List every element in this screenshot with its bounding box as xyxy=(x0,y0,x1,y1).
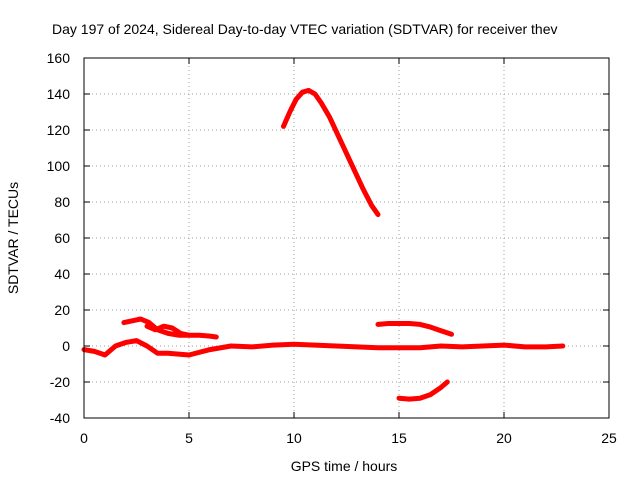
y-tick-label: 120 xyxy=(47,122,71,138)
x-axis-title: GPS time / hours xyxy=(291,458,398,474)
grid-layer xyxy=(84,58,609,418)
series-line-evening-lower xyxy=(396,379,450,402)
y-tick-label: 40 xyxy=(54,266,70,282)
y-tick-label: -40 xyxy=(50,410,70,426)
series-line-morning-upper xyxy=(121,316,219,340)
series-line-noon-arc xyxy=(281,87,381,218)
series-line-baseline xyxy=(81,338,566,358)
y-tick-label: 160 xyxy=(47,50,71,66)
x-tick-label: 25 xyxy=(601,430,617,446)
x-tick-label: 5 xyxy=(185,430,193,446)
y-tick-label: 20 xyxy=(54,302,70,318)
x-tick-label: 10 xyxy=(286,430,302,446)
y-tick-label: 80 xyxy=(54,194,70,210)
chart-title: Day 197 of 2024, Sidereal Day-to-day VTE… xyxy=(52,21,558,37)
y-tick-label: -20 xyxy=(50,374,70,390)
x-tick-label: 0 xyxy=(80,430,88,446)
series-line-evening-upper xyxy=(375,321,454,337)
y-tick-label: 60 xyxy=(54,230,70,246)
series-layer xyxy=(81,87,566,402)
y-tick-label: 140 xyxy=(47,86,71,102)
x-tick-label: 20 xyxy=(496,430,512,446)
x-tick-label: 15 xyxy=(391,430,407,446)
series-line-morning-mid xyxy=(144,323,192,338)
tick-layer: 0 5 10 15 20 25 -40 -20 0 20 40 60 80 100 120 140 160 xyxy=(47,50,617,446)
y-axis-title: SDTVAR / TECUs xyxy=(5,182,21,294)
y-tick-label: 100 xyxy=(47,158,71,174)
y-tick-label: 0 xyxy=(62,338,70,354)
